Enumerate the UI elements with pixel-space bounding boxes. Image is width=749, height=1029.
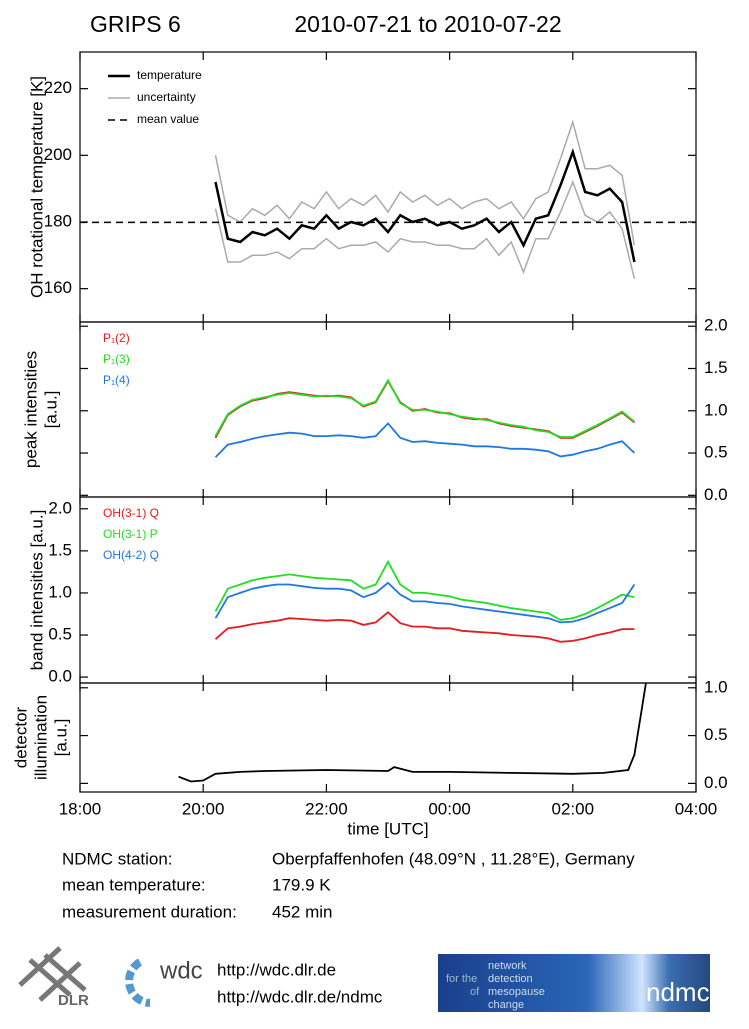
y-axis-label: detector bbox=[11, 706, 30, 768]
y-tick-label: 0.5 bbox=[704, 443, 728, 462]
uncertainty-lower bbox=[214, 179, 636, 279]
info-label: mean temperature: bbox=[62, 875, 206, 894]
axes-box bbox=[79, 682, 697, 793]
x-tick-label: 02:00 bbox=[552, 799, 595, 818]
y-tick-label: 1.0 bbox=[704, 677, 728, 696]
legend-label: mean value bbox=[137, 112, 199, 126]
title: GRIPS 6 bbox=[90, 11, 181, 37]
y-tick-label: 0.5 bbox=[48, 625, 72, 644]
x-tick-label: 00:00 bbox=[428, 799, 471, 818]
plot-area bbox=[214, 559, 636, 643]
y-axis-label: band intensities [a.u.] bbox=[27, 510, 46, 671]
x-tick-label: 18:00 bbox=[59, 799, 102, 818]
legend-label: uncertainty bbox=[137, 90, 196, 104]
ndmc-word: change bbox=[488, 999, 524, 1011]
line bbox=[214, 611, 635, 643]
y-tick-label: 0.0 bbox=[704, 773, 728, 792]
dlr-logo: DLR bbox=[18, 946, 89, 1009]
wdc-icon bbox=[125, 958, 151, 1007]
axes-box bbox=[79, 321, 697, 498]
dlr-icon bbox=[18, 946, 87, 1002]
info-label: NDMC station: bbox=[62, 849, 173, 868]
ndmc-word: detection bbox=[488, 973, 533, 985]
y-tick-label: 1.5 bbox=[48, 540, 72, 559]
y-tick-label: 220 bbox=[44, 78, 72, 97]
legend-label: P₁(2) bbox=[103, 331, 130, 345]
ndmc-logo: for the of network detection mesopause c… bbox=[438, 954, 710, 1012]
ndmc-prefix: for the bbox=[446, 973, 477, 985]
link[interactable]: http://wdc.dlr.de bbox=[217, 960, 336, 979]
line bbox=[214, 422, 636, 458]
panel: 0.0 0.5 1.0 1.5 2.0 peak intensities [a.u.] P₁(… bbox=[21, 316, 727, 504]
x-tick-label: 04:00 bbox=[675, 799, 718, 818]
y-tick-label: 1.0 bbox=[48, 582, 72, 601]
line bbox=[214, 378, 635, 438]
info-label: measurement duration: bbox=[62, 902, 237, 921]
ndmc-name: ndmc bbox=[646, 977, 710, 1007]
ndmc-prefix: of bbox=[470, 986, 480, 998]
axes-box bbox=[79, 496, 697, 684]
y-tick-label: 2.0 bbox=[48, 498, 72, 517]
legend-label: temperature bbox=[137, 68, 202, 82]
legend-label: OH(3-1) P bbox=[103, 527, 158, 541]
ndmc-bg bbox=[438, 954, 710, 1012]
info-value: Oberpfaffenhofen (48.09°N , 11.28°E), Ge… bbox=[272, 849, 635, 868]
y-tick-label: 2.0 bbox=[704, 316, 728, 335]
legend-label: OH(3-1) Q bbox=[103, 506, 159, 520]
x-tick-label: 22:00 bbox=[305, 799, 348, 818]
plot-area bbox=[80, 119, 696, 279]
y-axis-label: illumination bbox=[31, 695, 50, 780]
ndmc-word: network bbox=[488, 960, 527, 972]
link[interactable]: http://wdc.dlr.de/ndmc bbox=[217, 987, 383, 1006]
y-tick-label: 1.5 bbox=[704, 358, 728, 377]
ndmc-word: mesopause bbox=[488, 986, 545, 998]
line bbox=[214, 581, 636, 624]
wdc-text: wdc bbox=[159, 957, 203, 984]
plot-area bbox=[214, 378, 636, 458]
y-axis-label: [a.u.] bbox=[41, 391, 60, 429]
dlr-text: DLR bbox=[58, 992, 89, 1009]
legend-label: OH(4-2) Q bbox=[103, 548, 159, 562]
y-tick-label: 1.0 bbox=[704, 400, 728, 419]
y-axis-label: OH rotational temperature [K] bbox=[27, 76, 46, 298]
info: NDMC station: Oberpfaffenhofen (48.09°N … bbox=[62, 849, 635, 921]
legend-label: P₁(3) bbox=[103, 352, 130, 366]
x-axis-label: time [UTC] bbox=[347, 819, 428, 838]
y-tick-label: 160 bbox=[44, 278, 72, 297]
legend-label: P₁(4) bbox=[103, 373, 130, 387]
wdc-logo: wdc bbox=[125, 957, 203, 1007]
uncertainty-upper bbox=[214, 119, 636, 246]
date-range: 2010-07-21 to 2010-07-22 bbox=[294, 11, 561, 37]
y-tick-label: 0.0 bbox=[704, 485, 728, 504]
y-tick-label: 180 bbox=[44, 211, 72, 230]
y-tick-label: 200 bbox=[44, 145, 72, 164]
y-axis-label: [a.u.] bbox=[51, 719, 70, 757]
line bbox=[214, 559, 635, 621]
plot-area bbox=[178, 683, 647, 783]
x-tick-label: 20:00 bbox=[182, 799, 225, 818]
line bbox=[214, 148, 636, 263]
y-tick-label: 0.0 bbox=[48, 667, 72, 686]
panel: 18:00 20:00 22:00 00:00 02:00 04:00 0.0 0.5 1.0 d… bbox=[11, 677, 727, 838]
info-value: 452 min bbox=[272, 902, 332, 921]
info-value: 179.9 K bbox=[272, 875, 331, 894]
y-tick-label: 0.5 bbox=[704, 725, 728, 744]
y-axis-label: peak intensities bbox=[21, 351, 40, 468]
line bbox=[178, 683, 647, 783]
